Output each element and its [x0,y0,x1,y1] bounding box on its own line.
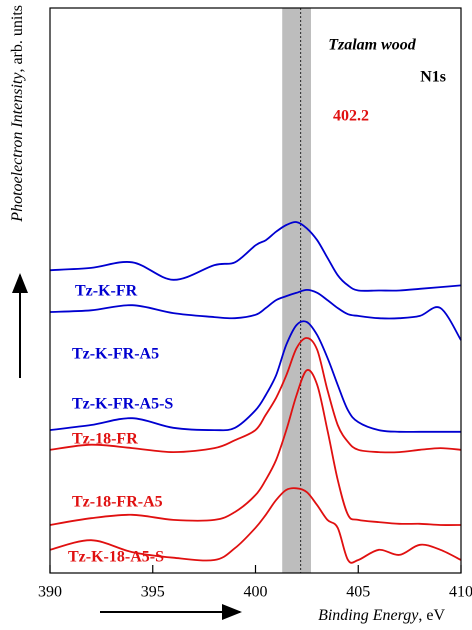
peak-annotation: 402.2 [333,108,369,125]
series-label: Tz-K-FR [75,283,138,300]
series-label: Tz-K-FR-A5 [72,346,159,363]
spectrum-line [49,320,462,433]
series-label: Tz-K-FR-A5-S [72,396,173,413]
y-label-rest: , arb. units [9,5,26,73]
y-label-emphasis: Photoelectron Intensity [9,72,26,223]
x-tick-label: 395 [141,584,165,601]
x-axis-label: Binding Energy, eV [318,607,445,624]
x-label-emphasis: Binding Energy [318,607,419,624]
sample-annotation: Tzalam wood [328,37,417,54]
spectrum-line [49,221,462,292]
x-tick-label: 410 [449,584,472,601]
series-label: Tz-18-FR [72,431,138,448]
x-tick-label: 400 [244,584,268,601]
y-axis-label: Photoelectron Intensity, arb. units [9,5,26,223]
series-label: Tz-K-18-A5-S [68,549,164,566]
region-annotation: N1s [420,69,446,86]
x-label-rest: , eV [418,607,445,624]
spectrum-line [49,369,462,526]
x-tick-label: 405 [346,584,370,601]
x-tick-label: 390 [38,584,62,601]
series-label: Tz-18-FR-A5 [72,494,163,511]
spectrum-line [49,337,462,454]
spectrum-line [49,288,462,341]
spectrum-line [49,487,462,564]
